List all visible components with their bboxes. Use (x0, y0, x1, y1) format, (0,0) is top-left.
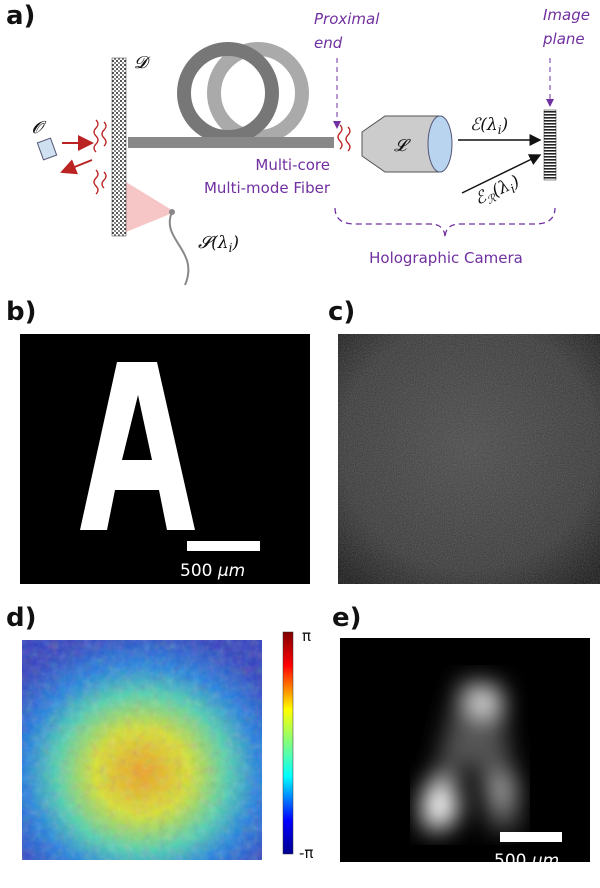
speckle-noise (338, 334, 600, 584)
t: μm (217, 561, 245, 581)
blob (422, 781, 458, 829)
colorbar-label: π (302, 627, 311, 645)
image-plane-label: Image (543, 6, 590, 24)
source-wire (170, 212, 189, 285)
panel-label: e) (332, 603, 362, 633)
colorbar (283, 632, 293, 854)
diagram: 𝓓 𝓞 𝓛 Proximal end Image plane Multi-cor… (32, 6, 590, 285)
light-cone (126, 182, 175, 232)
object (37, 138, 56, 160)
object-label: 𝓞 (32, 118, 47, 138)
image-plane (544, 110, 556, 180)
fiber (128, 137, 334, 148)
scale-label: 500 μm (494, 851, 559, 871)
fiber-label: Multi-core (255, 156, 330, 174)
phase-noise (22, 640, 262, 860)
panel-label: d) (6, 603, 37, 633)
t: ℰ(λ (470, 115, 498, 135)
colorbar-label: -π (299, 844, 313, 862)
t: 500 (180, 561, 218, 581)
lens (428, 116, 452, 172)
scale-bar (500, 832, 562, 842)
proximal-label: end (314, 34, 343, 52)
t: ) (231, 233, 239, 253)
image-plane-label: plane (542, 30, 585, 48)
blob (493, 774, 517, 806)
t: 500 (494, 851, 532, 871)
field-label: ℰ(λi) (470, 115, 508, 137)
panel-label: b) (6, 297, 37, 327)
scale-bar (187, 541, 260, 551)
fiber-label: Multi-mode Fiber (204, 179, 331, 197)
reference-label: ℰℛ(λi) (472, 172, 524, 212)
figure: a) 𝓓 𝓞 𝓛 Proximal end Image plane Multi-… (0, 0, 600, 888)
camera-label: Holographic Camera (369, 249, 523, 267)
source-label: 𝓢(λi) (198, 233, 239, 255)
arrow (62, 160, 92, 172)
panel-label: c) (328, 297, 355, 327)
diffuser (112, 58, 126, 236)
t: ) (501, 115, 509, 135)
blob (467, 684, 503, 716)
t: μm (531, 851, 559, 871)
brace (335, 208, 555, 238)
t: 𝓢(λ (198, 233, 229, 253)
proximal-label: Proximal (314, 10, 380, 28)
diffuser-label: 𝓓 (134, 53, 151, 73)
source (169, 209, 175, 215)
scale-label: 500 μm (180, 561, 245, 581)
panel-label: a) (6, 1, 35, 31)
